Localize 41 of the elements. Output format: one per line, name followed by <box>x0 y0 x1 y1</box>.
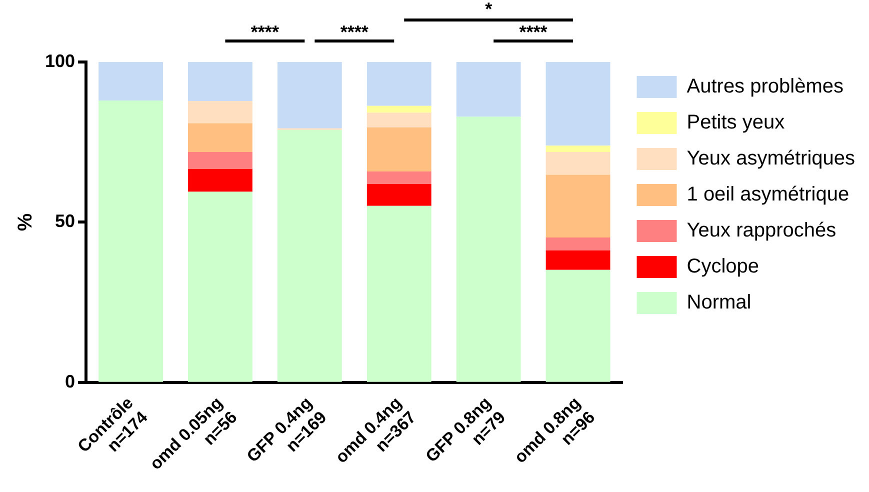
text: * <box>485 0 492 19</box>
bar <box>366 62 432 106</box>
y-axis-title: % <box>14 213 37 232</box>
legend-label: Yeux asymétriques <box>686 148 856 170</box>
legend-label: Autres problèmes <box>686 76 844 98</box>
bar <box>98 100 163 382</box>
bar <box>277 62 342 128</box>
bar <box>366 112 432 128</box>
bar <box>546 250 610 270</box>
bar <box>188 169 252 192</box>
bar <box>188 192 252 382</box>
text: **** <box>519 22 548 42</box>
legend-label: Yeux rapprochés <box>686 220 836 242</box>
legend-label: Cyclope <box>686 256 760 278</box>
bar <box>98 62 163 100</box>
bar <box>546 238 610 250</box>
bar <box>456 116 521 382</box>
bar <box>366 127 432 172</box>
bar <box>366 206 432 382</box>
bar <box>366 184 432 206</box>
bar <box>188 152 252 169</box>
y-tick-label: 50 <box>55 211 76 232</box>
legend-label: 1 oeil asymétrique <box>686 184 850 206</box>
y-tick-label: 0 <box>65 371 76 392</box>
bar <box>188 123 252 152</box>
bar <box>546 270 610 382</box>
bar <box>546 62 610 146</box>
bar <box>546 146 610 152</box>
text: **** <box>250 22 279 42</box>
bar <box>366 106 432 113</box>
bar <box>277 130 342 382</box>
bar <box>188 101 252 124</box>
bar <box>366 172 432 184</box>
bar <box>546 174 610 238</box>
text: **** <box>340 22 368 42</box>
legend-label: Normal <box>686 292 752 314</box>
bar <box>546 152 610 175</box>
y-tick-label: 100 <box>44 50 76 71</box>
legend-label: Petits yeux <box>686 112 785 134</box>
bar <box>188 62 252 102</box>
bar <box>456 62 521 117</box>
